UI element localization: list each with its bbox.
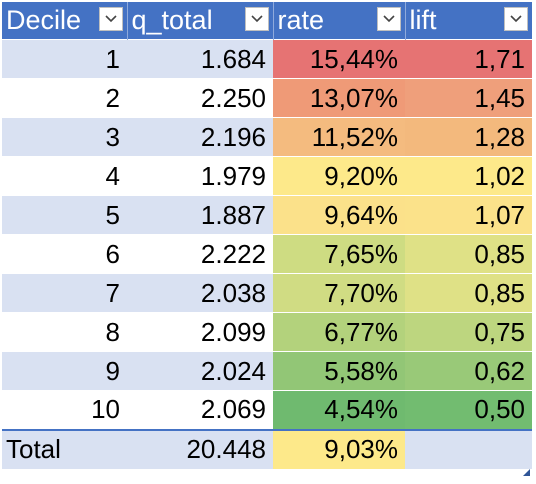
cell-q-total[interactable]: 2.069 bbox=[127, 390, 273, 430]
cell-lift[interactable]: 1,28 bbox=[405, 117, 532, 157]
cell-lift[interactable]: 1,71 bbox=[405, 39, 532, 79]
cell-decile[interactable]: 10 bbox=[2, 390, 127, 430]
table-row: 9 2.024 5,58% 0,62 bbox=[2, 351, 532, 391]
header-label: q_total bbox=[131, 5, 213, 35]
total-row: Total 20.448 9,03% bbox=[2, 428, 532, 470]
table-resize-handle[interactable] bbox=[523, 469, 530, 476]
total-q-total[interactable]: 20.448 bbox=[127, 428, 273, 470]
table-row: 1 1.684 15,44% 1,71 bbox=[2, 39, 532, 79]
chevron-down-icon bbox=[104, 15, 117, 23]
excel-table: Decile q_total rate bbox=[2, 2, 532, 480]
table-row: 10 2.069 4,54% 0,50 bbox=[2, 390, 532, 430]
cell-lift[interactable]: 1,07 bbox=[405, 195, 532, 235]
filter-dropdown-button[interactable] bbox=[244, 7, 269, 31]
cell-q-total[interactable]: 2.038 bbox=[127, 273, 273, 313]
header-lift: lift bbox=[405, 2, 532, 40]
cell-lift[interactable]: 0,75 bbox=[405, 312, 532, 352]
cell-rate[interactable]: 13,07% bbox=[273, 78, 405, 118]
cell-q-total[interactable]: 2.024 bbox=[127, 351, 273, 391]
cell-decile[interactable]: 2 bbox=[2, 78, 127, 118]
filter-dropdown-button[interactable] bbox=[504, 7, 528, 31]
header-rate: rate bbox=[273, 2, 406, 40]
filter-dropdown-button[interactable] bbox=[376, 7, 401, 31]
table-row: 3 2.196 11,52% 1,28 bbox=[2, 117, 532, 157]
cell-lift[interactable]: 0,50 bbox=[405, 390, 532, 430]
cell-decile[interactable]: 3 bbox=[2, 117, 127, 157]
cell-rate[interactable]: 7,65% bbox=[273, 234, 405, 274]
cell-decile[interactable]: 6 bbox=[2, 234, 127, 274]
cell-rate[interactable]: 15,44% bbox=[273, 39, 405, 79]
filter-dropdown-button[interactable] bbox=[98, 7, 123, 31]
header-row: Decile q_total rate bbox=[2, 2, 532, 40]
cell-lift[interactable]: 0,85 bbox=[405, 273, 532, 313]
cell-lift[interactable]: 1,02 bbox=[405, 156, 532, 196]
table-row: 8 2.099 6,77% 0,75 bbox=[2, 312, 532, 352]
cell-decile[interactable]: 9 bbox=[2, 351, 127, 391]
table-row: 5 1.887 9,64% 1,07 bbox=[2, 195, 532, 235]
cell-rate[interactable]: 11,52% bbox=[273, 117, 405, 157]
cell-q-total[interactable]: 2.196 bbox=[127, 117, 273, 157]
cell-rate[interactable]: 4,54% bbox=[273, 390, 405, 430]
cell-q-total[interactable]: 1.684 bbox=[127, 39, 273, 79]
cell-q-total[interactable]: 2.099 bbox=[127, 312, 273, 352]
cell-q-total[interactable]: 2.222 bbox=[127, 234, 273, 274]
total-label[interactable]: Total bbox=[2, 428, 127, 470]
cell-rate[interactable]: 5,58% bbox=[273, 351, 405, 391]
cell-lift[interactable]: 0,62 bbox=[405, 351, 532, 391]
table-row: 4 1.979 9,20% 1,02 bbox=[2, 156, 532, 196]
cell-decile[interactable]: 1 bbox=[2, 39, 127, 79]
table-row: 6 2.222 7,65% 0,85 bbox=[2, 234, 532, 274]
total-rate[interactable]: 9,03% bbox=[273, 428, 405, 470]
table-row: 2 2.250 13,07% 1,45 bbox=[2, 78, 532, 118]
cell-decile[interactable]: 8 bbox=[2, 312, 127, 352]
cell-rate[interactable]: 6,77% bbox=[273, 312, 405, 352]
chevron-down-icon bbox=[250, 15, 263, 23]
chevron-down-icon bbox=[382, 15, 395, 23]
cell-decile[interactable]: 7 bbox=[2, 273, 127, 313]
cell-q-total[interactable]: 2.250 bbox=[127, 78, 273, 118]
table-row: 7 2.038 7,70% 0,85 bbox=[2, 273, 532, 313]
cell-lift[interactable]: 0,85 bbox=[405, 234, 532, 274]
cell-decile[interactable]: 4 bbox=[2, 156, 127, 196]
header-label: rate bbox=[277, 5, 325, 35]
cell-rate[interactable]: 9,20% bbox=[273, 156, 405, 196]
cell-rate[interactable]: 9,64% bbox=[273, 195, 405, 235]
header-decile: Decile bbox=[2, 2, 128, 40]
cell-q-total[interactable]: 1.887 bbox=[127, 195, 273, 235]
header-label: Decile bbox=[6, 5, 82, 35]
cell-decile[interactable]: 5 bbox=[2, 195, 127, 235]
header-label: lift bbox=[409, 5, 437, 35]
header-q-total: q_total bbox=[127, 2, 274, 40]
total-lift[interactable] bbox=[405, 428, 532, 470]
cell-q-total[interactable]: 1.979 bbox=[127, 156, 273, 196]
decile-table: Decile q_total rate bbox=[2, 2, 532, 470]
cell-lift[interactable]: 1,45 bbox=[405, 78, 532, 118]
chevron-down-icon bbox=[510, 15, 522, 23]
cell-rate[interactable]: 7,70% bbox=[273, 273, 405, 313]
